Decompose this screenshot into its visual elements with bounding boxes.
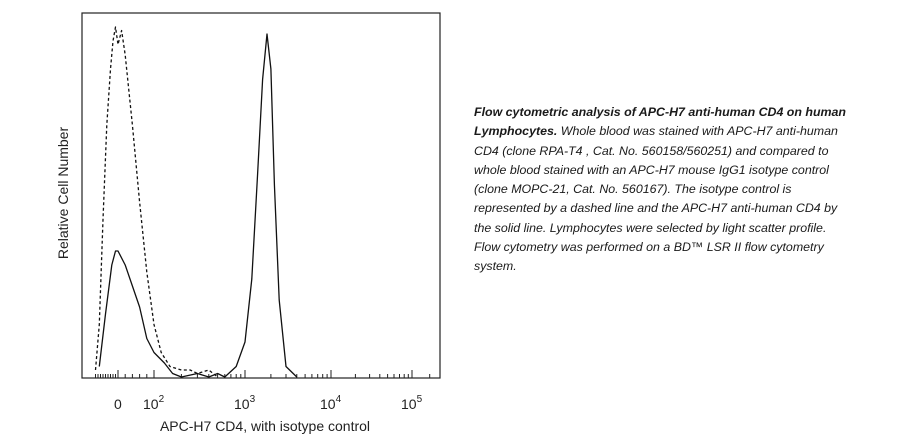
- isotype-control-series-line: [94, 26, 219, 378]
- plot-frame: [81, 12, 441, 379]
- caption-title: Flow cytometric analysis of APC-H7 anti-…: [474, 105, 847, 139]
- histogram-chart: 0 102 103 104 105 APC-H7 CD4, with isotype c…: [55, 12, 441, 434]
- x-tick-label: 105: [401, 394, 423, 412]
- x-major-ticks: [117, 370, 413, 378]
- figure-caption: Flow cytometric analysis of APC-H7 anti-…: [474, 103, 854, 277]
- caption-body: Whole blood was stained with APC-H7 anti…: [474, 124, 838, 274]
- x-tick-label: 103: [234, 394, 256, 412]
- x-minor-ticks: [95, 374, 431, 378]
- cd4-series-line: [98, 33, 298, 378]
- y-axis-label: Relative Cell Number: [55, 127, 71, 260]
- x-tick-label: 0: [114, 396, 122, 412]
- x-tick-label: 104: [320, 394, 342, 412]
- x-tick-label: 102: [143, 394, 165, 412]
- x-axis-label: APC-H7 CD4, with isotype control: [160, 418, 370, 434]
- series-layer: [94, 26, 298, 378]
- x-tick-labels: 0 102 103 104 105: [114, 394, 423, 412]
